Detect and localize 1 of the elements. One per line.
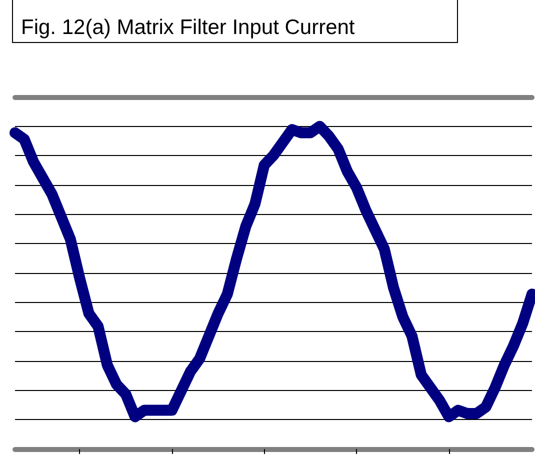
chart-title: Fig. 12(a) Matrix Filter Input Current <box>12 0 458 43</box>
